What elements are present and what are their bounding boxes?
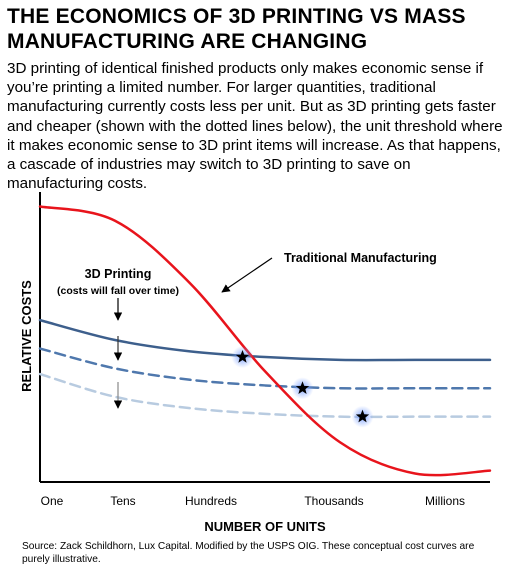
- annotation-traditional-manufacturing: Traditional Manufacturing: [284, 251, 437, 265]
- source-note: Source: Zack Schildhorn, Lux Capital. Mo…: [22, 541, 475, 565]
- crossover-star-3: [355, 409, 370, 423]
- intro-paragraph: 3D printing of identical finished produc…: [7, 60, 503, 193]
- x-tick-labels: One Tens Hundreds Thousands Millions: [41, 494, 465, 508]
- y-axis-label: RELATIVE COSTS: [19, 280, 34, 392]
- series-3d-printing-current: [38, 318, 492, 362]
- x-tick-tens: Tens: [110, 494, 135, 508]
- series-traditional-manufacturing: [38, 205, 492, 477]
- annotation-traditional-arrow: [221, 257, 273, 293]
- chart-annotations: Traditional Manufacturing 3D Printing (cos…: [57, 251, 437, 409]
- series-3d-printing-future-2: [38, 372, 492, 419]
- crossover-star-2: [295, 381, 310, 394]
- x-tick-millions: Millions: [425, 494, 465, 508]
- crossover-markers: [231, 346, 374, 428]
- annotation-3d-printing: 3D Printing: [85, 267, 152, 281]
- x-tick-one: One: [41, 494, 64, 508]
- series-3d-printing-future-1: [38, 347, 492, 390]
- chart-series: [38, 205, 492, 477]
- x-tick-hundreds: Hundreds: [185, 494, 237, 508]
- annotation-3d-printing-subtext: (costs will fall over time): [57, 285, 179, 297]
- x-axis-label: NUMBER OF UNITS: [204, 519, 326, 534]
- page-title: THE ECONOMICS OF 3D PRINTING VS MASS MAN…: [7, 5, 466, 53]
- chart-axes: [39, 192, 490, 483]
- x-tick-thousands: Thousands: [304, 494, 363, 508]
- crossover-star-1: [235, 350, 250, 363]
